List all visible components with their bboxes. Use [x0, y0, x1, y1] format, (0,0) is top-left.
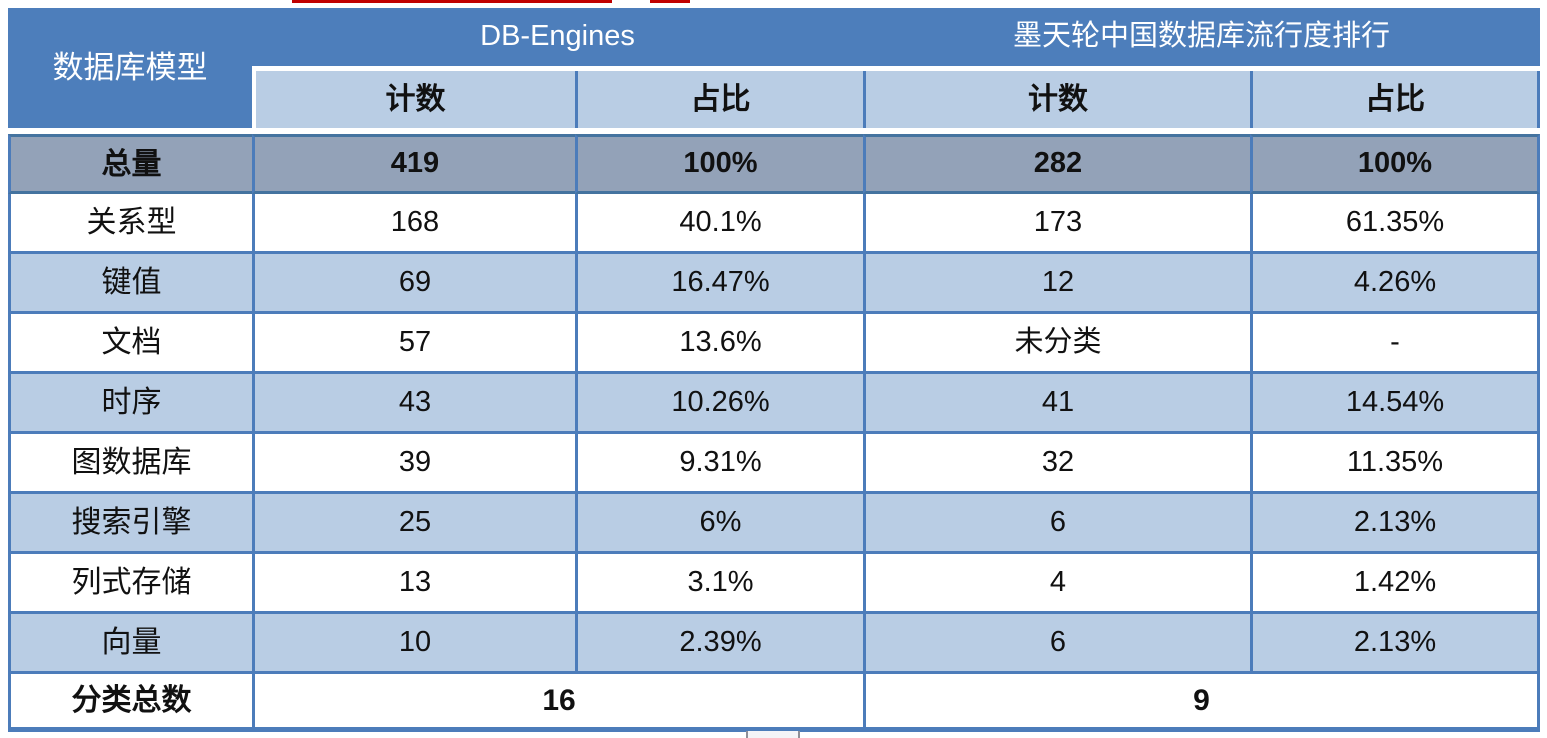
- value-cell: 32: [863, 434, 1250, 494]
- value-cell: 25: [252, 494, 575, 554]
- value-cell: 61.35%: [1250, 194, 1540, 254]
- row-label-cell: 键值: [8, 254, 252, 314]
- value-cell: 12: [863, 254, 1250, 314]
- value-cell: 41: [863, 374, 1250, 434]
- value-cell: 13: [252, 554, 575, 614]
- value-cell: 100%: [1250, 134, 1540, 194]
- row-label-cell: 列式存储: [8, 554, 252, 614]
- column-header-percent-modb: 占比: [1250, 71, 1540, 128]
- row-label-cell: 关系型: [8, 194, 252, 254]
- value-cell: 6: [863, 494, 1250, 554]
- value-cell: 4.26%: [1250, 254, 1540, 314]
- value-cell: -: [1250, 314, 1540, 374]
- database-model-comparison-table: 数据库模型 DB-Engines 墨天轮中国数据库流行度排行 计数 占比 计数 …: [8, 8, 1540, 727]
- value-cell: 6%: [575, 494, 863, 554]
- red-underline-fragment: [650, 0, 690, 3]
- value-cell: 6: [863, 614, 1250, 674]
- value-cell: 100%: [575, 134, 863, 194]
- value-cell: 未分类: [863, 314, 1250, 374]
- value-cell: 173: [863, 194, 1250, 254]
- value-cell: 3.1%: [575, 554, 863, 614]
- value-cell: 43: [252, 374, 575, 434]
- footer-db-engines-total-cell: 16: [252, 674, 863, 727]
- value-cell: 282: [863, 134, 1250, 194]
- table-bottom-border: [8, 727, 1540, 732]
- column-header-count-modb: 计数: [863, 71, 1250, 128]
- column-group-db-engines: DB-Engines: [252, 8, 863, 66]
- footer-modb-total-cell: 9: [863, 674, 1540, 727]
- value-cell: 16.47%: [575, 254, 863, 314]
- column-header-count-db-engines: 计数: [252, 71, 575, 128]
- footer-label-cell: 分类总数: [8, 674, 252, 727]
- value-cell: 9.31%: [575, 434, 863, 494]
- row-label-cell: 文档: [8, 314, 252, 374]
- row-label-cell: 时序: [8, 374, 252, 434]
- value-cell: 13.6%: [575, 314, 863, 374]
- value-cell: 4: [863, 554, 1250, 614]
- value-cell: 40.1%: [575, 194, 863, 254]
- value-cell: 2.39%: [575, 614, 863, 674]
- row-label-cell: 向量: [8, 614, 252, 674]
- value-cell: 2.13%: [1250, 614, 1540, 674]
- column-header-model: 数据库模型: [8, 8, 252, 128]
- column-header-percent-db-engines: 占比: [575, 71, 863, 128]
- value-cell: 14.54%: [1250, 374, 1540, 434]
- value-cell: 419: [252, 134, 575, 194]
- value-cell: 69: [252, 254, 575, 314]
- row-label-cell: 图数据库: [8, 434, 252, 494]
- value-cell: 2.13%: [1250, 494, 1540, 554]
- column-group-modb-ranking: 墨天轮中国数据库流行度排行: [863, 8, 1540, 66]
- red-underline-fragment: [292, 0, 612, 3]
- scrollbar-fragment: [746, 731, 800, 738]
- value-cell: 10.26%: [575, 374, 863, 434]
- value-cell: 11.35%: [1250, 434, 1540, 494]
- value-cell: 10: [252, 614, 575, 674]
- row-label-cell: 总量: [8, 134, 252, 194]
- value-cell: 57: [252, 314, 575, 374]
- value-cell: 168: [252, 194, 575, 254]
- value-cell: 1.42%: [1250, 554, 1540, 614]
- value-cell: 39: [252, 434, 575, 494]
- row-label-cell: 搜索引擎: [8, 494, 252, 554]
